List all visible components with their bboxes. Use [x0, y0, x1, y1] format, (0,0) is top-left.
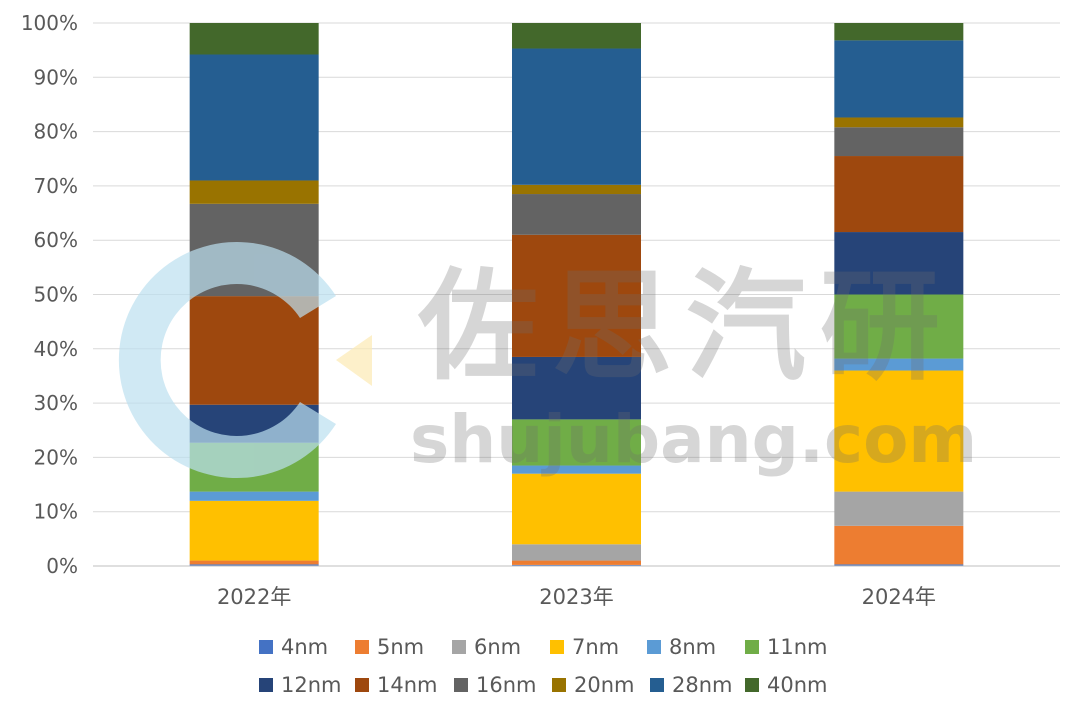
legend-item-14nm: 14nm [355, 673, 438, 697]
bar-segment-12nm-2024年 [834, 232, 964, 295]
y-tick-label: 80% [34, 120, 78, 144]
bar-segment-5nm-2023年 [512, 560, 641, 565]
y-tick-label: 60% [34, 228, 78, 252]
bar-segment-11nm-2023年 [512, 419, 641, 466]
bar-segment-28nm-2024年 [834, 40, 964, 118]
x-tick-label: 2024年 [862, 585, 936, 609]
y-tick-label: 40% [34, 337, 78, 361]
legend-swatch [745, 678, 759, 692]
legend-swatch [550, 640, 564, 654]
watermark: 佐思汽研 shujubang.com [118, 242, 977, 479]
y-tick-label: 0% [46, 554, 78, 578]
y-tick-label: 30% [34, 391, 78, 415]
y-tick-label: 70% [34, 174, 78, 198]
legend-item-6nm: 6nm [452, 635, 521, 659]
bar-segment-20nm-2024年 [834, 117, 964, 128]
bar-segment-12nm-2023年 [512, 356, 641, 420]
legend-swatch [647, 640, 661, 654]
bar-segment-28nm-2023年 [512, 48, 641, 185]
legend: 4nm 5nm 6nm 7nm 8nm 11nm 12nm 14nm 16nm 20nm 28nm 4… [259, 635, 828, 697]
bar-segment-20nm-2022年 [189, 180, 319, 204]
bar-segment-40nm-2022年 [189, 23, 319, 55]
legend-item-20nm: 20nm [552, 673, 635, 697]
legend-label: 6nm [474, 635, 521, 659]
bar-segment-8nm-2022年 [189, 491, 319, 501]
bar-segment-7nm-2022年 [189, 500, 319, 561]
watermark-cn: 佐思汽研 [417, 258, 954, 397]
legend-label: 14nm [377, 673, 438, 697]
y-tick-label: 100% [21, 11, 78, 35]
bar-segment-8nm-2023年 [512, 465, 641, 474]
legend-label: 4nm [281, 635, 328, 659]
legend-label: 8nm [669, 635, 716, 659]
bar-segment-4nm-2022年 [189, 564, 319, 566]
legend-swatch [355, 678, 369, 692]
legend-label: 12nm [281, 673, 342, 697]
y-tick-label: 20% [34, 445, 78, 469]
legend-item-5nm: 5nm [355, 635, 424, 659]
bar-segment-28nm-2022年 [189, 54, 319, 181]
bar-segment-5nm-2022年 [189, 560, 319, 565]
x-axis-ticks: 2022年 2023年 2024年 [217, 585, 936, 609]
watermark-logo [118, 242, 372, 479]
y-tick-label: 50% [34, 283, 78, 307]
y-tick-label: 10% [34, 500, 78, 524]
legend-swatch [650, 678, 664, 692]
legend-swatch [452, 640, 466, 654]
watermark-en: shujubang.com [410, 401, 977, 478]
legend-item-16nm: 16nm [454, 673, 537, 697]
legend-swatch [355, 640, 369, 654]
legend-item-28nm: 28nm [650, 673, 733, 697]
legend-item-11nm: 11nm [745, 635, 828, 659]
bar-segment-6nm-2023年 [512, 544, 641, 561]
legend-label: 7nm [572, 635, 619, 659]
bar-segment-40nm-2023年 [512, 23, 641, 49]
y-tick-label: 90% [34, 65, 78, 89]
x-tick-label: 2023年 [539, 585, 613, 609]
bar-segment-6nm-2024年 [834, 491, 964, 526]
bar-segment-16nm-2023年 [512, 194, 641, 235]
legend-label: 40nm [767, 673, 828, 697]
legend-swatch [259, 640, 273, 654]
legend-swatch [745, 640, 759, 654]
bar-segment-4nm-2024年 [834, 564, 964, 566]
y-axis-ticks: 0% 10% 20% 30% 40% 50% 60% 70% 80% 90% 100% [21, 11, 78, 578]
bar-segment-14nm-2022年 [189, 296, 319, 405]
legend-item-7nm: 7nm [550, 635, 619, 659]
legend-label: 5nm [377, 635, 424, 659]
bar-segment-14nm-2024年 [834, 156, 964, 233]
x-tick-label: 2022年 [217, 585, 291, 609]
legend-label: 28nm [672, 673, 733, 697]
bar-segment-7nm-2023年 [512, 473, 641, 545]
legend-swatch [552, 678, 566, 692]
legend-label: 11nm [767, 635, 828, 659]
legend-label: 16nm [476, 673, 537, 697]
bar-segment-40nm-2024年 [834, 23, 964, 41]
watermark-logo-ring [118, 242, 337, 479]
legend-item-8nm: 8nm [647, 635, 716, 659]
bar-segment-5nm-2024年 [834, 525, 964, 565]
legend-label: 20nm [574, 673, 635, 697]
bar-segment-14nm-2023年 [512, 234, 641, 357]
bar-segment-4nm-2023年 [512, 564, 641, 566]
watermark-logo-wedge [336, 335, 372, 386]
legend-swatch [259, 678, 273, 692]
bar-segment-16nm-2024年 [834, 127, 964, 157]
bar-segment-11nm-2024年 [834, 294, 964, 359]
legend-item-4nm: 4nm [259, 635, 328, 659]
legend-swatch [454, 678, 468, 692]
legend-item-12nm: 12nm [259, 673, 342, 697]
bar-segment-20nm-2023年 [512, 184, 641, 195]
bar-segment-8nm-2024年 [834, 358, 964, 371]
legend-item-40nm: 40nm [745, 673, 828, 697]
bar-segment-7nm-2024年 [834, 370, 964, 492]
